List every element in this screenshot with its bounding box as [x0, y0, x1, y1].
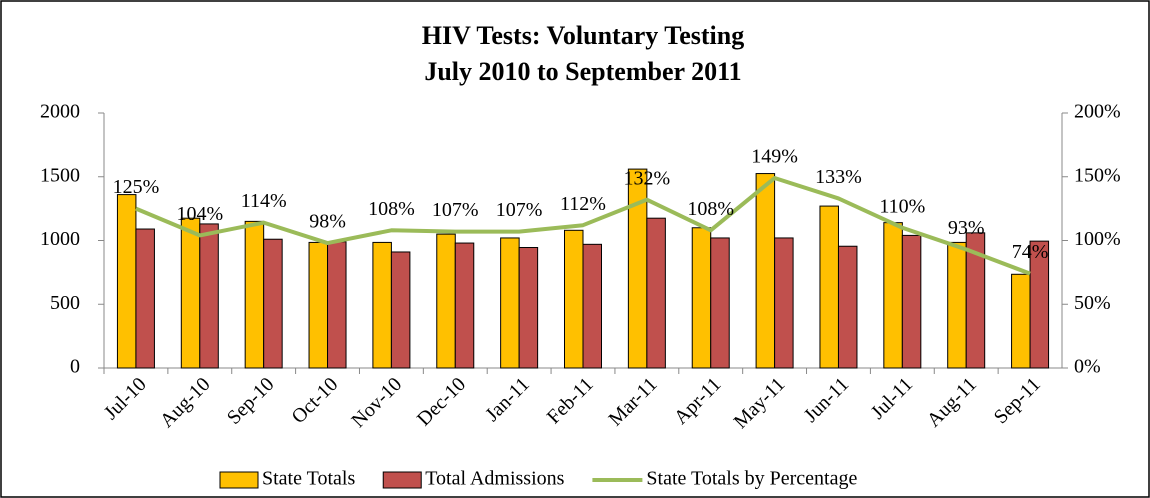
data-label: 133% [815, 166, 862, 188]
bar [691, 227, 712, 369]
y2-tick-label: 100% [1074, 228, 1121, 250]
bar [965, 232, 986, 369]
data-label: 108% [687, 198, 734, 220]
bar [646, 217, 666, 369]
bar [710, 237, 730, 369]
data-label: 149% [751, 146, 798, 168]
data-label: 112% [560, 193, 606, 215]
bar [901, 234, 922, 369]
y-tick-label: 2000 [40, 101, 80, 123]
bar [564, 229, 584, 369]
bar [244, 220, 265, 369]
bar [263, 238, 283, 369]
y2-tick-label: 0% [1074, 356, 1101, 378]
bar [1011, 273, 1031, 369]
y-tick-label: 0 [70, 356, 80, 378]
bar [837, 245, 858, 369]
chart-title: HIV Tests: Voluntary Testing [422, 21, 744, 50]
bar [135, 228, 155, 369]
data-label: 108% [368, 198, 415, 220]
bar [755, 173, 776, 369]
legend-label: State Totals [262, 468, 355, 490]
data-label: 125% [113, 176, 160, 198]
bar [500, 237, 520, 369]
data-label: 98% [309, 211, 346, 233]
data-label: 104% [176, 203, 223, 225]
legend-swatch [219, 471, 259, 489]
legend-label: State Totals by Percentage [646, 468, 857, 490]
bar [308, 241, 329, 369]
data-label: 93% [948, 217, 985, 239]
data-label: 110% [879, 195, 925, 217]
bar [883, 222, 903, 369]
y2-tick-label: 150% [1074, 164, 1121, 186]
data-label: 107% [496, 199, 543, 221]
chart-subtitle: July 2010 to September 2011 [424, 57, 741, 86]
bar [372, 241, 392, 369]
bar [947, 241, 967, 369]
y-tick-label: 1500 [40, 164, 80, 186]
legend-swatch [382, 471, 422, 489]
bar [116, 194, 137, 369]
bar [774, 237, 794, 369]
bar [454, 242, 475, 369]
y2-tick-label: 200% [1074, 101, 1121, 123]
data-label: 107% [432, 199, 479, 221]
data-label: 74% [1012, 241, 1049, 263]
bar [180, 217, 201, 369]
bar [518, 247, 539, 369]
bar [390, 251, 411, 369]
legend-label: Total Admissions [425, 468, 564, 490]
bar [327, 241, 347, 369]
bar [582, 243, 602, 369]
data-label: 132% [624, 167, 671, 189]
bar [436, 233, 456, 369]
y2-tick-label: 50% [1074, 292, 1111, 314]
bar [1029, 240, 1050, 369]
bar [199, 223, 219, 369]
bar [819, 205, 839, 369]
data-label: 114% [241, 190, 287, 212]
y-tick-label: 1000 [40, 228, 80, 250]
line [135, 176, 1031, 276]
y-tick-label: 500 [50, 292, 80, 314]
